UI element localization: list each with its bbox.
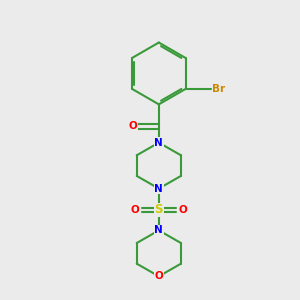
Text: O: O: [131, 205, 140, 215]
Text: N: N: [154, 225, 163, 236]
Text: Br: Br: [212, 84, 225, 94]
Text: O: O: [178, 205, 187, 215]
Text: O: O: [154, 271, 163, 281]
Text: N: N: [154, 138, 163, 148]
Text: N: N: [154, 184, 163, 194]
Text: S: S: [154, 203, 163, 216]
Text: O: O: [129, 122, 138, 131]
